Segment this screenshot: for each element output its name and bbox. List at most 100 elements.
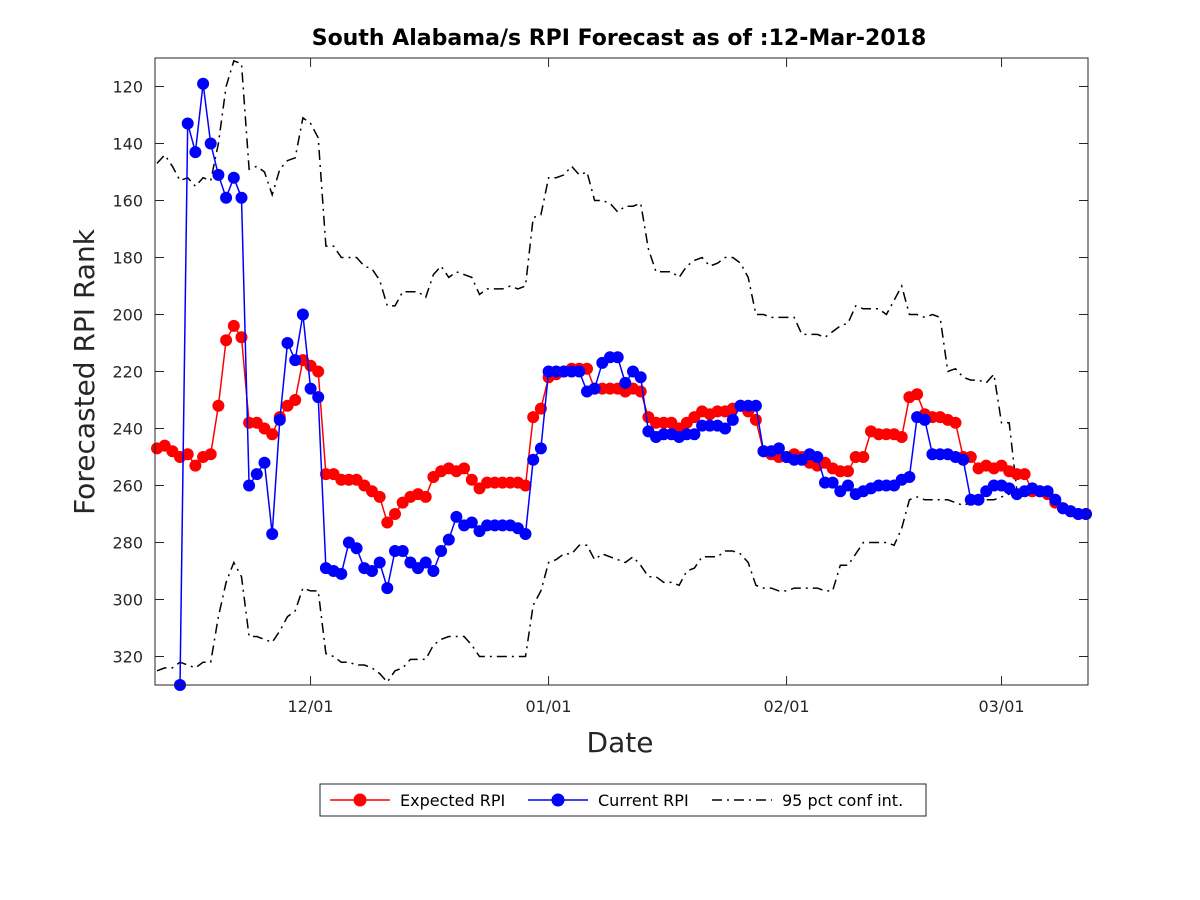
expected-rpi-point	[519, 479, 532, 492]
current-rpi-point	[181, 117, 194, 130]
current-rpi-point	[442, 533, 455, 546]
current-rpi-point	[335, 567, 348, 580]
current-rpi-point	[204, 137, 217, 150]
current-rpi-point	[634, 371, 647, 384]
current-rpi-point	[588, 382, 601, 395]
expected-rpi-point	[749, 413, 762, 426]
current-rpi-point	[250, 468, 263, 481]
expected-rpi-point	[266, 428, 279, 441]
current-rpi-point	[419, 556, 432, 569]
x-tick-label: 01/01	[526, 697, 572, 716]
expected-rpi-point	[204, 448, 217, 461]
legend: Expected RPI Current RPI 95 pct conf int…	[319, 783, 927, 817]
expected-rpi-point	[1018, 468, 1031, 481]
expected-rpi-point	[289, 394, 302, 406]
expected-rpi-point	[189, 459, 202, 472]
current-rpi-point	[243, 479, 256, 492]
expected-rpi-point	[634, 385, 647, 398]
current-rpi-point	[519, 528, 532, 540]
current-rpi-point	[527, 453, 540, 466]
y-tick-label: 260	[112, 477, 143, 496]
current-rpi-point	[1080, 508, 1092, 520]
expected-rpi-point	[895, 431, 908, 443]
legend-expected-marker	[353, 793, 367, 807]
expected-rpi-point	[220, 334, 233, 347]
current-rpi-point	[918, 413, 931, 426]
current-rpi-point	[688, 428, 701, 441]
expected-rpi-point	[465, 473, 478, 486]
expected-rpi-point	[534, 402, 547, 415]
current-rpi-point	[189, 146, 202, 159]
expected-rpi-point	[389, 508, 401, 520]
current-rpi-point	[435, 545, 448, 557]
current-rpi-point	[235, 191, 248, 204]
x-tick-label: 02/01	[764, 697, 810, 716]
y-axis: 120 140 160 180 200 220 240 260 280 300 320	[112, 78, 1088, 667]
y-tick-label: 300	[112, 591, 143, 610]
legend-conf-label: 95 pct conf int.	[782, 791, 903, 810]
current-rpi-point	[957, 453, 970, 466]
current-rpi-point	[273, 413, 286, 426]
expected-rpi-point	[911, 388, 924, 401]
current-rpi-point	[304, 382, 317, 395]
current-rpi-point	[811, 451, 824, 463]
expected-rpi-point	[235, 331, 248, 344]
current-rpi-point	[1049, 493, 1062, 506]
y-tick-label: 280	[112, 534, 143, 553]
current-rpi-point	[281, 337, 294, 349]
current-rpi-point	[534, 442, 547, 455]
current-rpi-point	[842, 479, 854, 492]
expected-rpi-point	[458, 462, 471, 475]
current-rpi-point	[719, 422, 732, 435]
current-rpi-point	[212, 168, 225, 181]
current-rpi-point	[197, 77, 210, 90]
y-tick-label: 220	[112, 363, 143, 382]
current-rpi-point	[972, 493, 985, 506]
current-rpi-point	[450, 510, 463, 523]
y-tick-label: 140	[112, 135, 143, 154]
x-tick-label: 03/01	[978, 697, 1024, 716]
current-rpi-point	[772, 442, 785, 455]
current-rpi-point	[373, 556, 386, 569]
expected-rpi-point	[227, 319, 240, 332]
current-rpi-point	[266, 528, 279, 540]
y-tick-label: 320	[112, 648, 143, 667]
current-rpi-point	[1041, 485, 1054, 498]
y-tick-label: 240	[112, 420, 143, 439]
legend-current-marker	[551, 793, 565, 807]
legend-box	[319, 783, 927, 817]
current-rpi-point	[296, 308, 309, 321]
expected-rpi-point	[857, 451, 870, 463]
expected-rpi-point	[212, 399, 225, 412]
expected-rpi-point	[842, 465, 854, 478]
y-tick-label: 120	[112, 78, 143, 97]
current-rpi-point	[903, 471, 916, 483]
current-rpi-point	[220, 191, 233, 204]
current-rpi-point	[465, 516, 478, 529]
legend-current-label: Current RPI	[598, 791, 689, 810]
expected-rpi-point	[527, 411, 540, 424]
current-rpi-point	[312, 391, 325, 404]
expected-rpi-point	[949, 416, 962, 429]
x-axis: 12/01 01/01 02/01 03/01	[287, 58, 1025, 716]
current-rpi-point	[611, 351, 624, 364]
expected-rpi-point	[312, 365, 325, 378]
expected-rpi-point	[373, 490, 386, 503]
legend-expected-label: Expected RPI	[400, 791, 505, 810]
expected-rpi-point	[181, 448, 194, 461]
chart-title: South Alabama/s RPI Forecast as of :12-M…	[312, 26, 927, 51]
current-rpi-point	[396, 545, 409, 557]
current-rpi-point	[258, 456, 271, 469]
current-rpi-point	[427, 565, 440, 577]
current-rpi-point	[573, 365, 586, 378]
current-rpi-point	[826, 476, 839, 489]
current-rpi-point	[366, 565, 378, 577]
expected-rpi-point	[381, 516, 394, 529]
x-tick-label: 12/01	[287, 697, 333, 716]
expected-rpi-point	[419, 490, 432, 503]
current-rpi-point	[619, 376, 632, 389]
current-rpi-point	[381, 582, 394, 595]
current-rpi-point	[227, 171, 240, 184]
current-rpi-point	[350, 542, 363, 555]
